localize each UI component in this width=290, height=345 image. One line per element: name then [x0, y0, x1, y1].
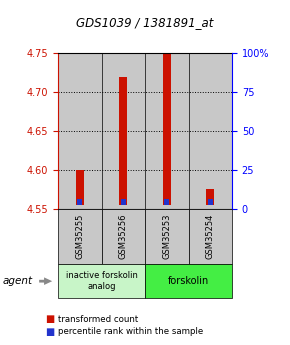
Text: forskolin: forskolin: [168, 276, 209, 286]
Text: GDS1039 / 1381891_at: GDS1039 / 1381891_at: [76, 16, 214, 29]
Text: ■: ■: [45, 327, 54, 337]
Bar: [145, 53, 188, 209]
Text: GSM35253: GSM35253: [162, 214, 171, 259]
Text: GSM35256: GSM35256: [119, 214, 128, 259]
Bar: [58, 53, 102, 209]
Text: ■: ■: [45, 314, 54, 324]
Bar: [119, 77, 127, 205]
Text: agent: agent: [3, 276, 33, 286]
Bar: [164, 199, 169, 205]
Text: transformed count: transformed count: [58, 315, 138, 324]
Bar: [77, 199, 82, 205]
Bar: [121, 199, 126, 205]
Bar: [188, 53, 232, 209]
Text: GSM35255: GSM35255: [75, 214, 84, 259]
Text: GSM35254: GSM35254: [206, 214, 215, 259]
Bar: [206, 189, 214, 205]
Bar: [76, 170, 84, 205]
Text: inactive forskolin
analog: inactive forskolin analog: [66, 271, 137, 291]
Bar: [102, 53, 145, 209]
Bar: [208, 199, 213, 205]
Bar: [163, 53, 171, 205]
Text: percentile rank within the sample: percentile rank within the sample: [58, 327, 203, 336]
